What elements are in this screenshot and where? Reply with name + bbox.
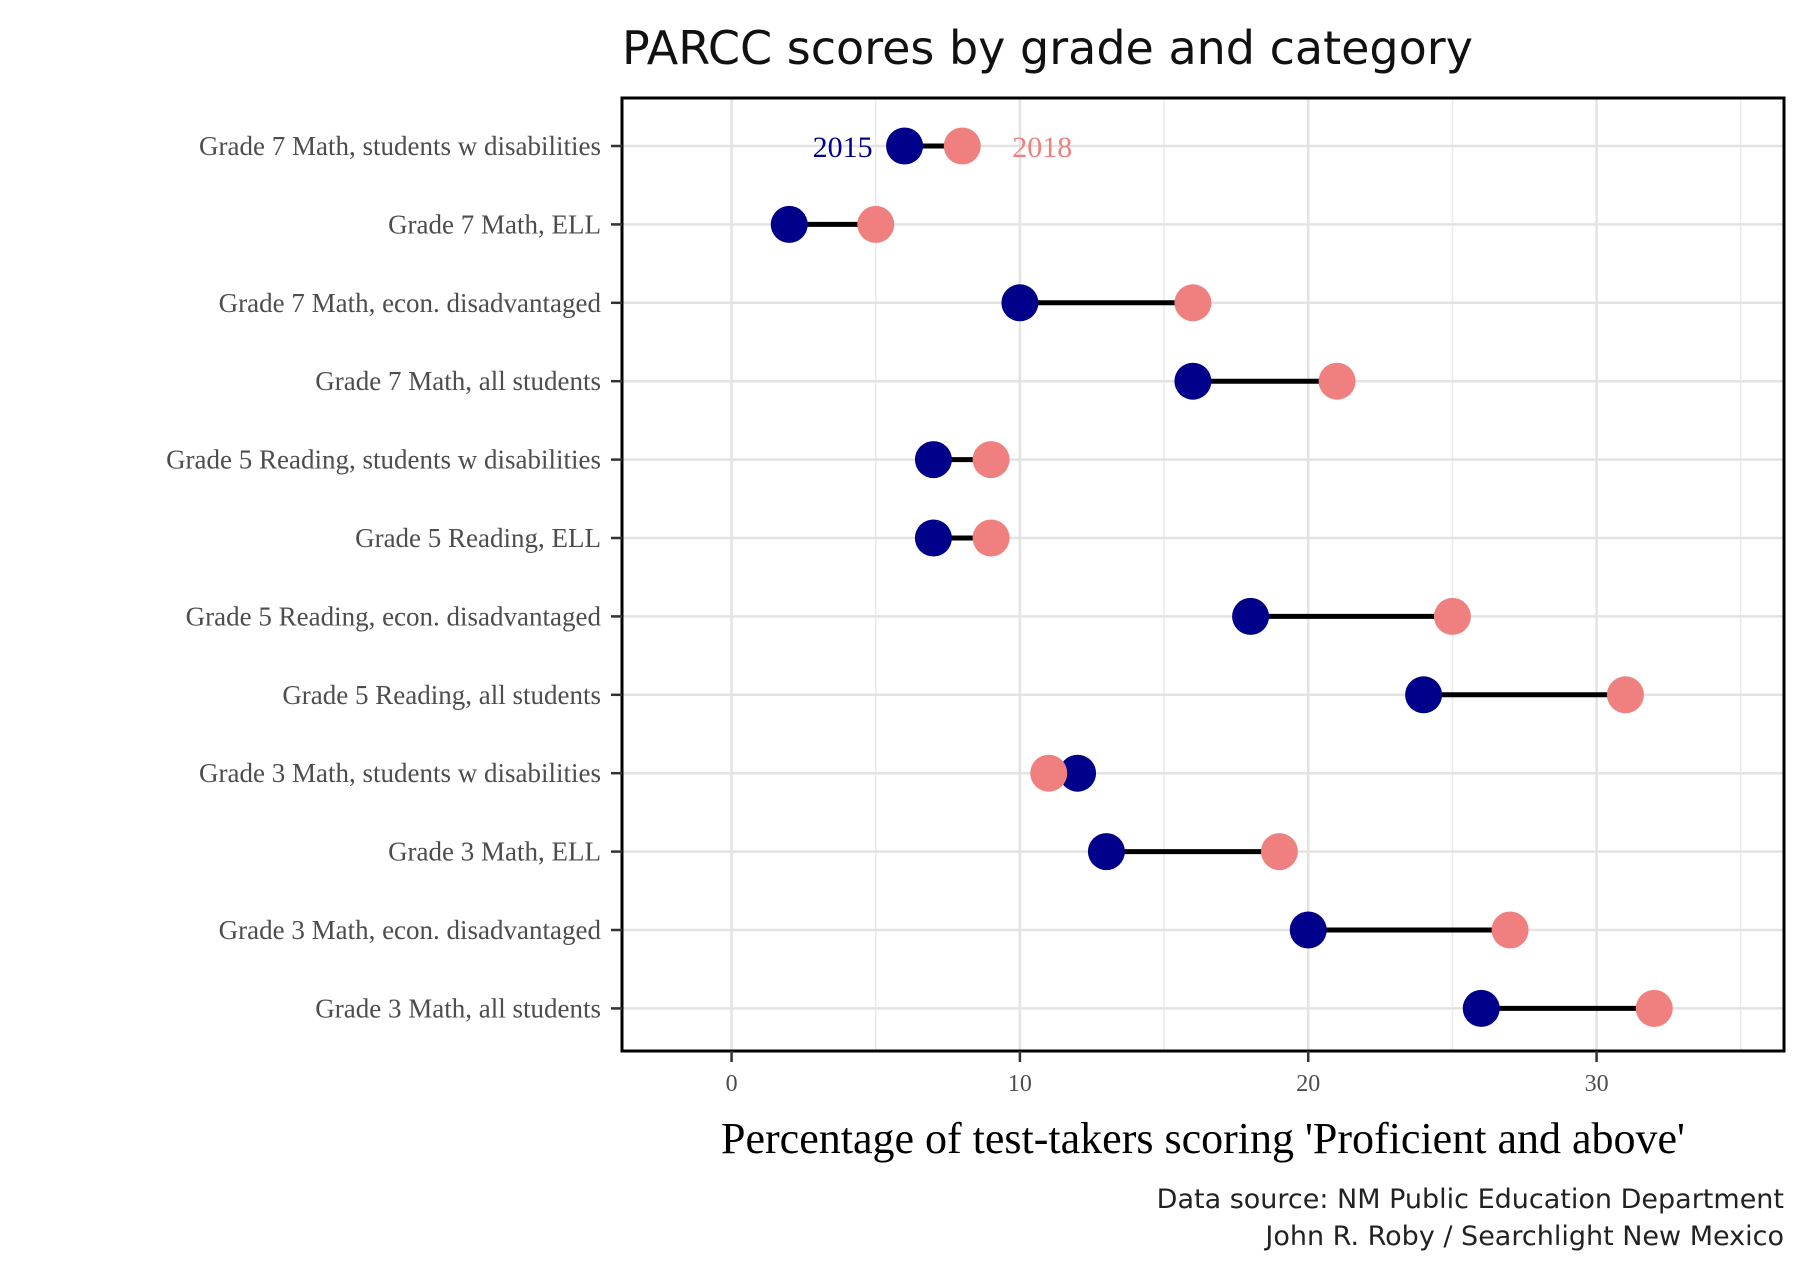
point-2018 [1174, 284, 1212, 322]
y-tick-label: Grade 5 Reading, econ. disadvantaged [186, 601, 602, 631]
legend-label-2018: 2018 [1012, 131, 1072, 164]
point-2015 [1174, 362, 1212, 400]
point-2018 [972, 519, 1010, 557]
x-tick-label: 30 [1585, 1071, 1609, 1097]
point-2015 [1405, 676, 1443, 714]
point-2018 [1635, 989, 1673, 1027]
point-2018 [943, 127, 981, 165]
point-2015 [1232, 597, 1270, 635]
y-tick-label: Grade 7 Math, ELL [388, 209, 601, 239]
y-tick-label: Grade 7 Math, all students [315, 366, 601, 396]
point-2015 [1001, 284, 1039, 322]
point-2015 [914, 519, 952, 557]
point-2018 [1260, 833, 1298, 871]
data-points [770, 127, 1673, 1027]
point-2015 [1462, 989, 1500, 1027]
point-2015 [886, 127, 924, 165]
y-tick-label: Grade 3 Math, all students [315, 993, 601, 1023]
y-tick-label: Grade 3 Math, ELL [388, 837, 601, 867]
x-tick-label: 0 [726, 1071, 738, 1097]
legend: 2015 2018 [813, 131, 1073, 164]
point-2018 [1433, 597, 1471, 635]
y-tick-label: Grade 5 Reading, all students [282, 680, 601, 710]
caption-author: John R. Roby / Searchlight New Mexico [1263, 1221, 1784, 1252]
y-tick-label: Grade 3 Math, students w disabilities [199, 758, 601, 788]
plot-panel [622, 98, 1784, 1051]
point-2015 [770, 205, 808, 243]
point-2018 [1491, 911, 1529, 949]
x-tick-label: 20 [1296, 1071, 1320, 1097]
y-tick-label: Grade 7 Math, students w disabilities [199, 131, 601, 161]
y-axis-labels: Grade 7 Math, students w disabilities Gra… [166, 131, 622, 1023]
chart-title: PARCC scores by grade and category [622, 21, 1473, 75]
y-tick-label: Grade 5 Reading, students w disabilities [166, 445, 601, 475]
caption-source: Data source: NM Public Education Departm… [1157, 1184, 1784, 1215]
plot-border [620, 96, 1786, 1053]
point-2018 [857, 205, 895, 243]
y-tick-label: Grade 5 Reading, ELL [355, 523, 601, 553]
point-2018 [1606, 676, 1644, 714]
x-axis-ticks: 0 10 20 30 [726, 1051, 1609, 1097]
x-axis-label: Percentage of test-takers scoring 'Profi… [721, 1114, 1685, 1163]
point-2018 [1318, 362, 1356, 400]
y-tick-label: Grade 7 Math, econ. disadvantaged [219, 288, 602, 318]
point-2015 [914, 441, 952, 479]
legend-label-2015: 2015 [813, 131, 873, 164]
point-2018 [1030, 754, 1068, 792]
point-2015 [1059, 754, 1097, 792]
point-2015 [1087, 833, 1125, 871]
point-2018 [972, 441, 1010, 479]
y-tick-label: Grade 3 Math, econ. disadvantaged [219, 915, 602, 945]
x-tick-label: 10 [1008, 1071, 1032, 1097]
point-2015 [1289, 911, 1327, 949]
